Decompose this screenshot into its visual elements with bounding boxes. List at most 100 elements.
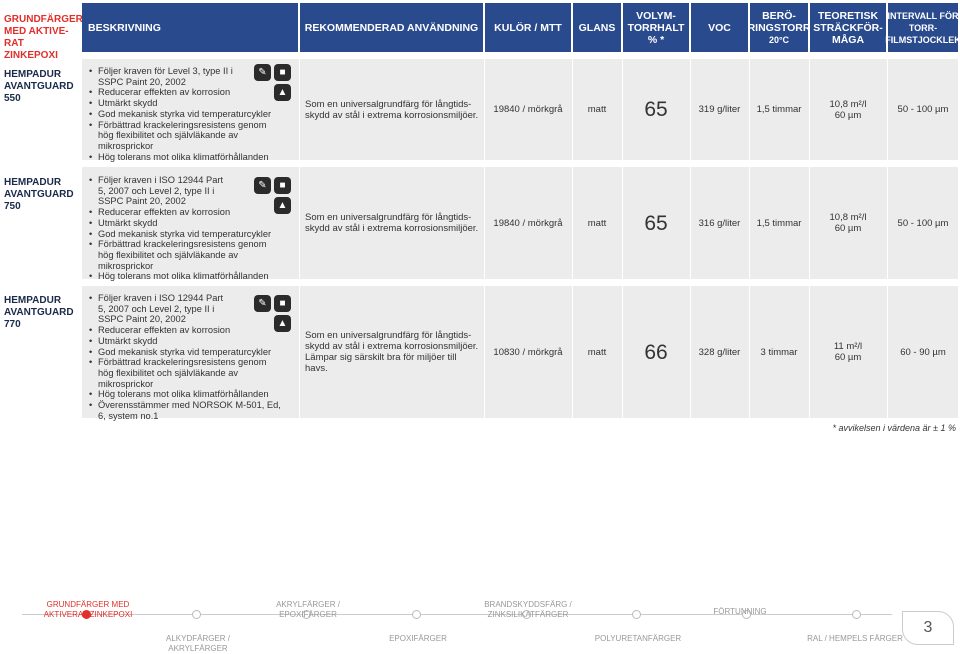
brush-icon: ▲: [274, 84, 291, 101]
feature-item: Överensstämmer med NORSOK M-501, Ed, 6, …: [89, 400, 284, 421]
feature-list: Följer kraven för Level 3, type II i SSP…: [89, 66, 284, 162]
feature-item: God mekanisk styrka vid temperaturcykler: [89, 109, 284, 120]
roller-icon: ■: [274, 295, 291, 312]
interval-value: 60 - 90 µm: [900, 346, 946, 358]
product-name: HEMPADUR AVANTGUARD 750: [4, 177, 74, 212]
spray-gun-icon: ✎: [254, 295, 271, 312]
footer-link-epoxi[interactable]: EPOXIFÄRGER: [389, 634, 447, 643]
feature-item: Reducerar effekten av korrosion: [89, 207, 284, 218]
color-value: 19840 / mörkgrå: [493, 104, 563, 115]
dry-value: 1,5 timmar: [756, 217, 802, 229]
footer-link-akryl[interactable]: AKRYLFÄRGER / EPOXIFÄRGER: [276, 600, 340, 619]
gloss-value: matt: [587, 346, 607, 358]
feature-item: Reducerar effekten av korrosion: [89, 325, 284, 336]
feature-item: Följer kraven i ISO 12944 Part 5, 2007 o…: [89, 293, 284, 325]
feature-list: Följer kraven i ISO 12944 Part 5, 2007 o…: [89, 175, 284, 282]
brush-icon: ▲: [274, 197, 291, 214]
column-divider: [749, 59, 750, 418]
spray-gun-icon: ✎: [254, 177, 271, 194]
footer-link-alkyd[interactable]: ALKYDFÄRGER / AKRYLFÄRGER: [165, 634, 230, 653]
feature-item: Hög tolerans mot olika klimatförhållande…: [89, 389, 284, 400]
feature-item: God mekanisk styrka vid temperaturcykler: [89, 347, 284, 358]
feature-item: Utmärkt skydd: [89, 336, 284, 347]
feature-item: Följer kraven för Level 3, type II i SSP…: [89, 66, 284, 87]
footer-nav-dot[interactable]: [742, 610, 751, 619]
feature-item: Reducerar effekten av korrosion: [89, 87, 284, 98]
roller-icon: ■: [274, 177, 291, 194]
usage-text: Som en universalgrundfärg för långtids- …: [305, 330, 479, 374]
footer-link-ral[interactable]: RAL / HEMPELS FÄRGER: [807, 634, 903, 643]
dry-value: 3 timmar: [760, 346, 798, 358]
column-divider: [299, 59, 300, 418]
footer-nav-dot[interactable]: [852, 610, 861, 619]
feature-list: Följer kraven i ISO 12944 Part 5, 2007 o…: [89, 293, 284, 421]
feature-item: Utmärkt skydd: [89, 218, 284, 229]
feature-item: Förbättrad krackeleringsresistens genom …: [89, 120, 284, 152]
footer-nav-dot[interactable]: [192, 610, 201, 619]
feature-item: Förbättrad krackeleringsresistens genom …: [89, 239, 284, 271]
header-teoretisk: TEORETISK STRÄCKFÖR- MÅGA: [810, 3, 886, 52]
spread-thickness: 60 µm: [834, 223, 862, 234]
header-berorings-temp: 20°C: [768, 34, 790, 45]
feature-item: Utmärkt skydd: [89, 98, 284, 109]
header-voc: VOC: [691, 3, 748, 52]
column-divider: [809, 59, 810, 418]
feature-item: God mekanisk styrka vid temperaturcykler: [89, 229, 284, 240]
volume-value: 66: [644, 340, 668, 364]
product-name: HEMPADUR AVANTGUARD 550: [4, 69, 74, 104]
volume-value: 65: [644, 98, 668, 121]
feature-item: Förbättrad krackeleringsresistens genom …: [89, 357, 284, 389]
voc-value: 316 g/liter: [698, 217, 741, 229]
header-berorings: BERÖ- RINGSTORR 20°C: [747, 3, 811, 52]
voc-value: 319 g/liter: [698, 104, 741, 115]
column-divider: [690, 59, 691, 418]
usage-text: Som en universalgrundfärg för långtids- …: [305, 212, 479, 234]
spread-value: 10,8 m²/l 60 µm: [810, 167, 886, 279]
interval-value: 50 - 100 µm: [897, 217, 949, 229]
header-kulor: KULÖR / MTT: [485, 3, 571, 52]
column-divider: [622, 59, 623, 418]
header-glans: GLANS: [573, 3, 621, 52]
spread-thickness: 60 µm: [834, 352, 862, 363]
gloss-value: matt: [587, 104, 607, 115]
section-title: GRUNDFÄRGER MED AKTIVE- RAT ZINKEPOXI: [4, 14, 83, 61]
voc-value: 328 g/liter: [698, 346, 741, 358]
header-berorings-label: BERÖ- RINGSTORR: [747, 9, 811, 34]
color-value: 10830 / mörkgrå: [493, 346, 563, 358]
footer-link-grund[interactable]: GRUNDFÄRGER MED AKTIVERAT ZINKEPOXI: [43, 600, 133, 619]
feature-item: Hög tolerans mot olika klimatförhållande…: [89, 152, 284, 163]
spread-rate: 10,8 m²/l: [829, 212, 867, 223]
footer-nav-dot[interactable]: [522, 610, 531, 619]
feature-item: Följer kraven i ISO 12944 Part 5, 2007 o…: [89, 175, 284, 207]
footer-link-fortunning[interactable]: FÖRTUNNING: [713, 607, 767, 616]
feature-item: Hög tolerans mot olika klimatförhållande…: [89, 271, 284, 282]
footer-nav-dot[interactable]: [412, 610, 421, 619]
column-divider: [484, 59, 485, 418]
interval-value: 50 - 100 µm: [897, 104, 949, 115]
footer-link-brand[interactable]: BRANDSKYDDSFÄRG / ZINKSILIKATFÄRGER: [484, 600, 572, 619]
volume-value: 65: [644, 211, 668, 235]
footer-nav-line: [22, 614, 892, 615]
spread-rate: 10,8 m²/l: [829, 98, 867, 110]
footer-link-polyuretan[interactable]: POLYURETANFÄRGER: [594, 634, 682, 643]
header-volym: VOLYM- TORRHALT % *: [623, 3, 689, 52]
page-number: 3: [902, 611, 954, 645]
color-value: 19840 / mörkgrå: [493, 217, 563, 229]
product-name: HEMPADUR AVANTGUARD 770: [4, 295, 74, 330]
header-beskrivning: BESKRIVNING: [82, 3, 298, 52]
spread-thickness: 60 µm: [834, 109, 862, 121]
footer-nav-dot-active[interactable]: [82, 610, 91, 619]
spray-gun-icon: ✎: [254, 64, 271, 81]
dry-value: 1,5 timmar: [756, 104, 802, 115]
spread-value: 10,8 m²/l 60 µm: [810, 59, 886, 160]
roller-icon: ■: [274, 64, 291, 81]
spread-rate: 11 m²/l: [833, 341, 863, 352]
spread-value: 11 m²/l 60 µm: [810, 286, 886, 418]
footer-nav-dot[interactable]: [632, 610, 641, 619]
gloss-value: matt: [587, 217, 607, 229]
column-divider: [572, 59, 573, 418]
column-divider: [887, 59, 888, 418]
brush-icon: ▲: [274, 315, 291, 332]
header-rekommenderad: REKOMMENDERAD ANVÄNDNING: [300, 3, 483, 52]
footer-nav-dot[interactable]: [302, 610, 311, 619]
